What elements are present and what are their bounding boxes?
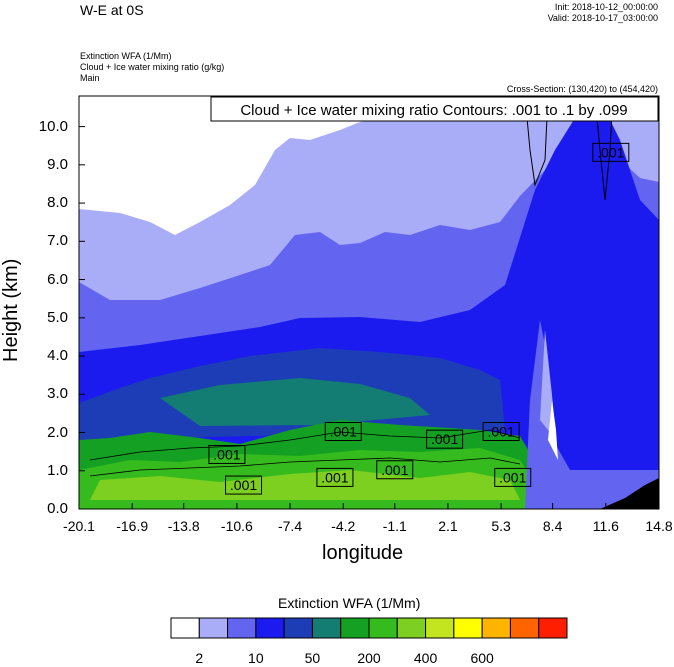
extinction-fill	[79, 96, 659, 509]
colorbar-swatch	[198, 617, 229, 639]
contour-label-box	[225, 475, 263, 495]
y-tick-label: 10.0	[38, 117, 68, 135]
y-tick-label: 4.0	[47, 347, 68, 365]
contour-label-box	[208, 444, 246, 464]
contour-label: .001	[230, 477, 257, 493]
y-tick-label: 3.0	[47, 385, 68, 403]
y-tick-label: 5.0	[47, 308, 68, 326]
variable-label-main: Main	[80, 73, 100, 83]
y-tick-label: 6.0	[47, 270, 68, 288]
x-tick-label: 8.4	[542, 518, 563, 534]
colorbar	[170, 617, 568, 639]
contour-label: .001	[431, 431, 458, 447]
contour-label: .001	[381, 462, 408, 478]
plot-title: W-E at 0S	[80, 2, 144, 18]
colorbar-label: 50	[304, 650, 321, 666]
x-tick-label: -13.8	[167, 518, 200, 534]
cross-section-info: Cross-Section: (130,420) to (454,420)	[506, 84, 658, 94]
contour-label: .001	[499, 469, 526, 485]
x-tick-label: -4.2	[331, 518, 356, 534]
colorbar-swatch	[255, 617, 285, 639]
contour-label-box	[482, 422, 520, 442]
colorbar-label: 200	[357, 650, 381, 666]
y-axis-ticks	[79, 126, 85, 510]
x-axis-label: longitude	[322, 542, 404, 564]
x-tick-label: -10.6	[220, 518, 253, 534]
colorbar-swatch	[453, 617, 483, 639]
variable-label-mixing-ratio: Cloud + Ice water mixing ratio (g/kg)	[80, 62, 225, 72]
y-tick-label: 8.0	[47, 194, 68, 212]
x-tick-label: -16.9	[116, 518, 149, 534]
y-tick-label: 7.0	[47, 232, 68, 250]
colorbar-swatch	[283, 617, 313, 639]
y-tick-label: 1.0	[47, 461, 68, 479]
contour-label: .001	[597, 144, 624, 160]
x-tick-label: -7.4	[277, 518, 303, 534]
y-tick-label: 0.0	[47, 500, 68, 517]
colorbar-swatch	[170, 617, 200, 639]
contour-label-box	[592, 142, 630, 162]
contour-label: .001	[213, 446, 240, 462]
x-tick-label: -1.1	[382, 518, 407, 534]
x-tick-label: 5.3	[491, 518, 511, 534]
variable-label-extinction: Extinction WFA (1/Mm)	[80, 51, 172, 61]
colorbar-label: 10	[248, 650, 264, 666]
valid-time: Valid: 2018-10-17_03:00:00	[547, 13, 658, 23]
x-tick-label: 11.6	[592, 518, 619, 534]
colorbar-swatch	[481, 617, 511, 639]
colorbar-swatch	[425, 617, 455, 639]
x-tick-label: 14.8	[645, 518, 673, 534]
x-axis-ticks	[78, 503, 660, 509]
colorbar-swatch	[368, 617, 398, 639]
contour-info-text: Cloud + Ice water mixing ratio Contours:…	[240, 102, 627, 119]
contour-label-box	[494, 467, 532, 487]
colorbar-label: 2	[195, 650, 204, 666]
contour-label: .001	[487, 424, 514, 440]
colorbar-swatch	[340, 617, 370, 639]
contour-label-box	[376, 460, 414, 480]
colorbar-swatch	[396, 617, 427, 639]
colorbar-swatch	[311, 617, 342, 639]
contour-label-box	[426, 429, 464, 449]
colorbar-label: 400	[413, 650, 438, 666]
colorbar-swatch	[538, 617, 568, 639]
contour-label: .001	[321, 469, 348, 485]
x-tick-label: -20.1	[63, 518, 95, 534]
plot-frame	[78, 95, 660, 510]
init-time: Init: 2018-10-12_00:00:00	[554, 2, 658, 12]
contour-label: .001	[330, 424, 357, 440]
x-tick-label: 2.1	[438, 518, 458, 534]
contour-label-box	[316, 467, 354, 487]
contour-label-box	[324, 422, 362, 442]
contour-info-box	[210, 96, 659, 122]
colorbar-title: Extinction WFA (1/Mm)	[278, 595, 421, 611]
contour-label-group: .001 .001 .001 .001 .001 .001 .001 .001 .001	[208, 142, 630, 495]
colorbar-label: 600	[470, 650, 494, 666]
colorbar-swatch	[227, 617, 257, 639]
y-axis-label: Height (km)	[0, 258, 22, 362]
colorbar-swatch	[509, 617, 540, 639]
y-tick-label: 2.0	[47, 423, 68, 441]
y-tick-label: 9.0	[47, 155, 68, 173]
